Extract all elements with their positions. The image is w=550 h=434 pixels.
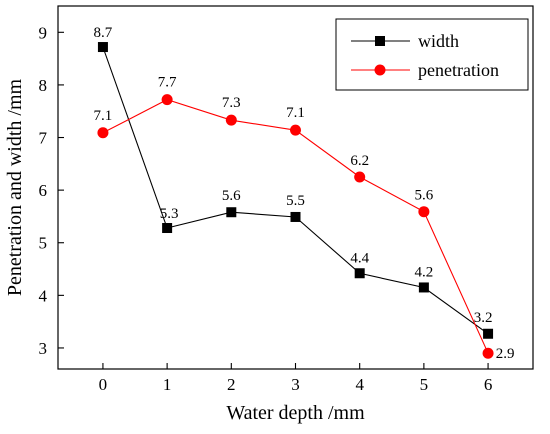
data-label-width: 8.7 <box>94 25 113 41</box>
y-tick-label: 7 <box>39 129 48 148</box>
data-point-penetration <box>225 114 237 126</box>
y-tick-label: 3 <box>39 339 48 358</box>
data-label-width: 5.3 <box>160 206 179 222</box>
data-label-width: 4.4 <box>350 250 369 266</box>
data-point-width <box>97 42 108 53</box>
legend: width penetration <box>335 18 529 91</box>
data-point-width <box>162 223 173 234</box>
data-point-penetration <box>418 206 430 218</box>
data-label-width: 3.2 <box>474 310 493 326</box>
data-point-penetration <box>482 347 494 359</box>
data-point-penetration <box>290 124 301 136</box>
y-tick-label: 5 <box>39 234 48 253</box>
data-point-penetration <box>97 127 109 139</box>
series-line-penetration <box>102 99 489 354</box>
data-label-penetration: 7.1 <box>94 108 113 124</box>
y-axis-label: Penetration and width /mm <box>4 78 26 296</box>
data-point-width <box>418 282 429 293</box>
data-label-penetration: 5.6 <box>415 188 434 204</box>
legend-marker-penetration <box>374 64 386 76</box>
legend-label-penetration: penetration <box>418 60 499 80</box>
x-tick-label: 1 <box>163 375 172 394</box>
data-point-width <box>226 207 237 218</box>
data-label-penetration: 7.7 <box>158 75 177 91</box>
data-point-penetration <box>354 171 366 183</box>
x-tick-label: 3 <box>291 375 300 394</box>
data-label-width: 5.5 <box>286 193 305 209</box>
data-label-penetration: 7.1 <box>286 105 305 121</box>
y-tick-label: 8 <box>39 76 48 95</box>
data-point-width <box>483 328 494 339</box>
x-tick-label: 0 <box>99 375 108 394</box>
data-point-width <box>354 268 365 279</box>
data-label-width: 5.6 <box>222 188 241 204</box>
tick-group: 0 1 2 3 4 5 6 3 4 5 6 7 8 9 <box>39 23 493 394</box>
y-tick-label: 9 <box>39 23 48 42</box>
series-group <box>97 42 494 359</box>
data-label-width: 4.2 <box>415 264 434 280</box>
legend-marker-width <box>375 36 385 46</box>
x-tick-label: 6 <box>484 375 493 394</box>
x-tick-label: 5 <box>420 375 429 394</box>
x-tick-label: 4 <box>355 375 364 394</box>
x-axis-label: Water depth /mm <box>226 402 365 424</box>
data-point-penetration <box>161 94 173 106</box>
legend-box <box>335 18 529 91</box>
data-label-group: 8.7 5.3 5.6 5.5 4.4 4.2 3.2 7.1 7.7 7.3 7.1 6.2 5.6 2… <box>94 25 515 362</box>
y-tick-label: 6 <box>39 181 48 200</box>
data-label-penetration: 6.2 <box>350 153 369 169</box>
legend-label-width: width <box>418 31 459 51</box>
data-label-penetration: 2.9 <box>496 346 515 362</box>
x-tick-label: 2 <box>227 375 236 394</box>
y-tick-label: 4 <box>39 286 48 305</box>
data-label-penetration: 7.3 <box>222 95 241 111</box>
data-point-width <box>290 211 301 222</box>
